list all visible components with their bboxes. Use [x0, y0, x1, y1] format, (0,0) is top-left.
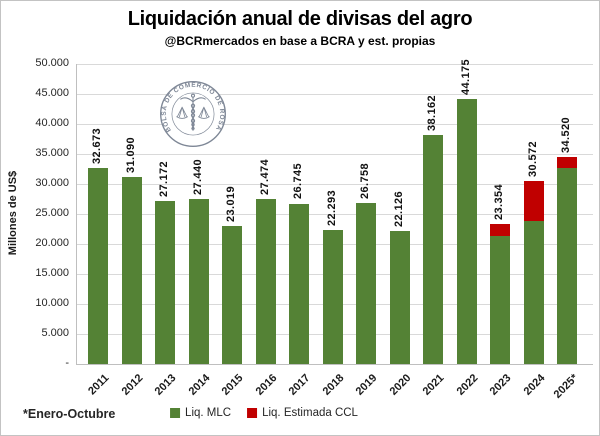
x-tick-label-2013: 2013	[152, 372, 179, 398]
x-tick-label-2024: 2024	[521, 372, 547, 398]
gridline-45.000	[76, 94, 593, 95]
bar-mlc-2013	[155, 200, 175, 364]
bar-value-label-2017: 26.745	[292, 163, 304, 200]
bcr-rosario-logo-watermark: BOLSA DE COMERCIO DE ROSARIO	[159, 80, 226, 147]
gridline-35.000	[76, 154, 593, 155]
gridline--	[76, 364, 593, 365]
bar-value-label-2023: 23.354	[493, 183, 505, 220]
bar-value-label-2024: 30.572	[526, 140, 539, 177]
y-tick-label: 15.000	[35, 267, 69, 279]
bar-value-label-2012: 31.090	[124, 137, 137, 174]
legend-item-liq-mlc: Liq. MLC	[170, 407, 231, 419]
page-title: Liquidación anual de divisas del agro	[127, 8, 473, 30]
bar-mlc-2017	[289, 203, 309, 364]
y-tick-label: 45.000	[35, 87, 69, 99]
y-tick-label: 35.000	[35, 147, 69, 159]
y-tick-label: 10.000	[35, 297, 69, 309]
bar-value-label-2018: 22.293	[325, 190, 338, 227]
bar-value-label-2022: 44.175	[459, 58, 472, 95]
x-tick-label-2022: 2022	[454, 372, 480, 398]
bar-value-label-2014: 27.440	[191, 159, 204, 196]
bar-value-label-2020: 22.126	[392, 191, 405, 228]
bar-ccl-2024	[523, 180, 544, 221]
bar-value-label-2013: 27.172	[158, 160, 170, 197]
y-tick-label: 30.000	[35, 177, 69, 189]
bar-mlc-2021	[423, 135, 443, 364]
bar-mlc-2015	[222, 225, 242, 364]
footnote: *Enero-Octubre	[23, 407, 116, 421]
y-axis-line	[76, 64, 77, 364]
x-tick-label-2020: 2020	[387, 372, 413, 398]
bar-mlc-2019	[356, 203, 376, 364]
bar-value-label-2011: 32.673	[91, 127, 103, 164]
bar-mlc-2018	[322, 230, 343, 364]
bar-mlc-2025*	[557, 167, 577, 364]
legend: Liq. MLC Liq. Estimada CCL	[170, 407, 358, 419]
y-tick-label: 5.000	[41, 327, 69, 339]
legend-swatch-icon	[170, 408, 181, 418]
y-tick-label: 40.000	[35, 117, 69, 129]
x-tick-label-2015: 2015	[219, 372, 246, 398]
y-tick-label: -	[65, 357, 69, 369]
bar-mlc-2011	[88, 167, 108, 364]
x-tick-label-2021: 2021	[420, 372, 447, 398]
bar-mlc-2020	[389, 231, 410, 364]
x-tick-label-2011: 2011	[86, 372, 112, 398]
y-tick-label: 20.000	[35, 237, 69, 249]
x-tick-label-2012: 2012	[119, 372, 145, 398]
legend-swatch-icon	[247, 408, 258, 418]
logo-inner-ring	[171, 92, 215, 136]
logo-caduceus-and-scales-icon	[176, 93, 210, 131]
gridline-50.000	[76, 64, 593, 65]
bar-ccl-2023	[490, 223, 510, 237]
gridline-40.000	[76, 124, 593, 125]
bar-mlc-2023	[490, 236, 510, 364]
bar-value-label-2021: 38.162	[426, 94, 438, 132]
legend-label: Liq. Estimada CCL	[262, 407, 358, 419]
page-subtitle: @BCRmercados en base a BCRA y est. propi…	[164, 34, 436, 48]
x-tick-label-2018: 2018	[320, 372, 346, 398]
bar-value-label-2019: 26.758	[359, 163, 371, 200]
bar-mlc-2014	[188, 199, 209, 364]
y-tick-label: 25.000	[35, 207, 69, 219]
gridline-30.000	[76, 184, 593, 185]
x-tick-label-2023: 2023	[487, 372, 514, 398]
bar-mlc-2012	[121, 177, 142, 364]
bar-value-label-2025*: 34.520	[560, 116, 572, 153]
y-tick-label: 50.000	[35, 57, 69, 69]
bar-ccl-2025*	[557, 156, 577, 168]
x-tick-label-2016: 2016	[253, 372, 279, 398]
legend-item-liq-estimada-ccl: Liq. Estimada CCL	[247, 407, 358, 419]
bar-mlc-2016	[255, 199, 276, 364]
x-tick-label-2014: 2014	[186, 372, 212, 398]
bar-mlc-2022	[456, 98, 477, 364]
x-tick-label-2017: 2017	[286, 372, 313, 398]
x-tick-label-2019: 2019	[353, 372, 380, 398]
bar-mlc-2024	[523, 220, 544, 364]
bar-value-label-2016: 27.474	[258, 159, 271, 196]
bar-value-label-2015: 23.019	[225, 185, 237, 222]
x-tick-label-2025*: 2025*	[551, 372, 581, 401]
gridline-25.000	[76, 214, 593, 215]
legend-label: Liq. MLC	[185, 407, 232, 419]
